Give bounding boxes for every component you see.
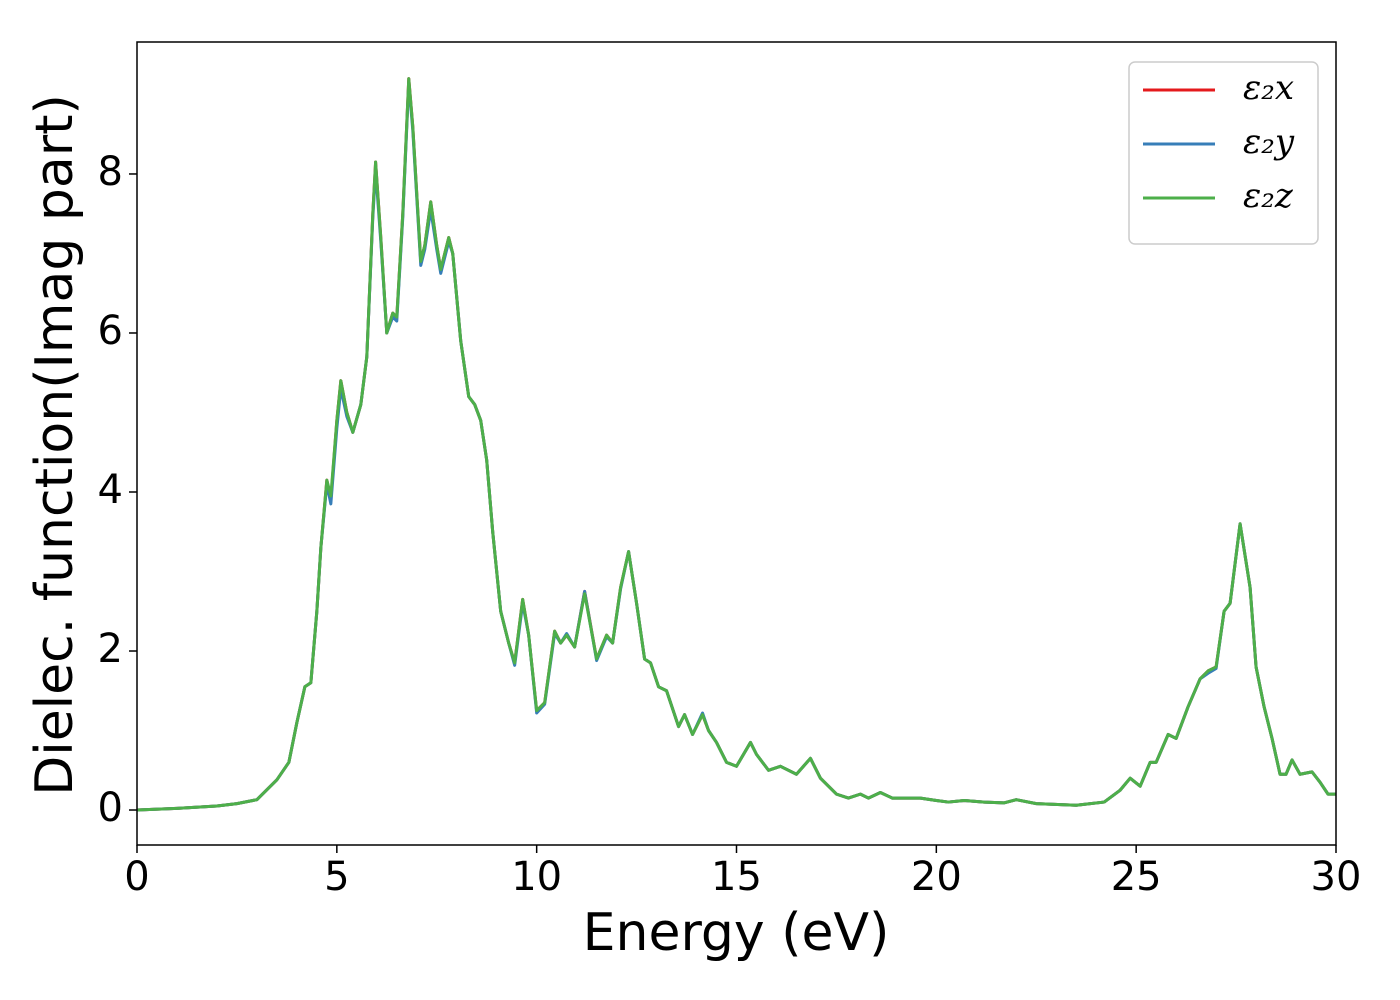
x-tick-label: 10 (511, 854, 562, 900)
y-tick-label: 8 (98, 149, 123, 195)
y-tick-label: 4 (98, 467, 123, 513)
x-axis-label: Energy (eV) (583, 903, 890, 963)
legend-label: ε₂x (1243, 68, 1294, 108)
x-tick-label: 15 (711, 854, 762, 900)
y-tick-label: 0 (98, 785, 123, 831)
series-line (136, 77, 1336, 812)
plot-frame (136, 41, 1337, 846)
x-tick-label: 0 (124, 854, 149, 900)
x-tick-label: 5 (324, 854, 349, 900)
y-axis-label: Dielec. function(Imag part) (25, 94, 85, 796)
legend-label: ε₂z (1243, 176, 1294, 216)
x-tick-label: 20 (911, 854, 962, 900)
legend-label: ε₂y (1243, 122, 1295, 162)
y-tick-label: 2 (98, 626, 123, 672)
x-tick-label: 30 (1311, 854, 1362, 900)
x-tick-label: 25 (1111, 854, 1162, 900)
y-tick-label: 6 (98, 308, 123, 354)
